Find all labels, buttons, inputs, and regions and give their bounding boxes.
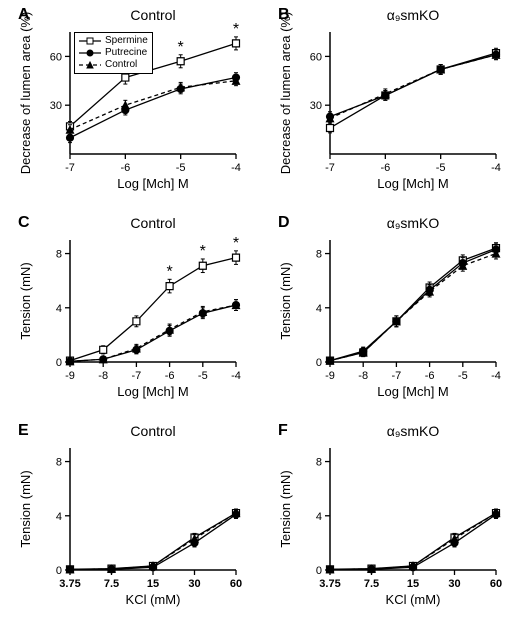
svg-text:-6: -6 [165,370,175,382]
chart-D: 0 4 8 -9 -8 -7 -6 -5 -4 Log [Mch] M Tension (mN) α₉… [274,214,504,404]
svg-text:-6: -6 [380,162,390,174]
svg-text:-5: -5 [436,162,446,174]
svg-text:0: 0 [316,565,322,577]
svg-text:Control: Control [130,215,175,231]
svg-text:-6: -6 [425,370,435,382]
svg-text:60: 60 [50,51,62,63]
svg-text:-7: -7 [132,370,142,382]
panel-C: 0 4 8 -9 -8 -7 -6 -5 -4 Log [Mch] M Tension (mN) Co… [14,214,244,404]
svg-text:KCl (mM): KCl (mM) [386,592,441,607]
svg-text:-7: -7 [392,370,402,382]
svg-text:3.75: 3.75 [319,578,340,590]
svg-text:α₉smKO: α₉smKO [387,215,440,231]
svg-text:-9: -9 [325,370,335,382]
legend-label: Putrecine [105,47,147,59]
svg-text:-7: -7 [65,162,75,174]
svg-text:0: 0 [56,565,62,577]
svg-text:-5: -5 [176,162,186,174]
panel-label-D: D [278,214,290,232]
svg-text:*: * [200,243,206,260]
legend-item-control: Control [79,59,148,71]
legend-item-putrecine: Putrecine [79,47,148,59]
svg-text:-5: -5 [458,370,468,382]
svg-text:30: 30 [50,100,62,112]
panel-label-B: B [278,6,290,24]
panel-E: 0 4 8 3.75 7.5 15 30 60 KCl (mM) Tension (mN) Cont… [14,422,244,612]
svg-text:-4: -4 [491,370,501,382]
svg-text:-4: -4 [231,162,241,174]
chart-B: 30 60 -7 -6 -5 -4 Log [Mch] M Decrease of lumen… [274,6,504,196]
svg-text:15: 15 [147,578,159,590]
svg-text:3.75: 3.75 [59,578,80,590]
svg-text:8: 8 [56,457,62,469]
svg-text:0: 0 [56,357,62,369]
svg-text:Log [Mch] M: Log [Mch] M [377,176,449,191]
svg-text:Log [Mch] M: Log [Mch] M [377,384,449,399]
svg-text:Tension (mN): Tension (mN) [18,262,33,339]
svg-text:Tension (mN): Tension (mN) [278,262,293,339]
svg-text:8: 8 [316,249,322,261]
svg-text:30: 30 [448,578,460,590]
panel-label-C: C [18,214,30,232]
svg-text:30: 30 [188,578,200,590]
panel-label-E: E [18,422,29,440]
svg-text:4: 4 [316,303,322,315]
svg-text:0: 0 [316,357,322,369]
svg-text:Decrease of lumen area (%): Decrease of lumen area (%) [18,12,33,175]
chart-F: 0 4 8 3.75 7.5 15 30 60 KCl (mM) Tension (mN) α₉sm… [274,422,504,612]
panel-D: 0 4 8 -9 -8 -7 -6 -5 -4 Log [Mch] M Tension (mN) α₉… [274,214,504,404]
legend: SperminePutrecineControl [74,32,153,74]
legend-label: Spermine [105,35,148,47]
figure-grid: { "layout": { "rows": 3, "cols": 2, "pan… [0,0,517,643]
svg-text:-7: -7 [325,162,335,174]
svg-text:60: 60 [230,578,242,590]
svg-text:-4: -4 [491,162,501,174]
svg-text:4: 4 [56,303,62,315]
svg-text:60: 60 [310,51,322,63]
svg-text:Log [Mch] M: Log [Mch] M [117,384,189,399]
legend-label: Control [105,59,137,71]
svg-text:Decrease of lumen area (%): Decrease of lumen area (%) [278,12,293,175]
svg-text:30: 30 [310,100,322,112]
svg-text:Control: Control [130,7,175,23]
chart-E: 0 4 8 3.75 7.5 15 30 60 KCl (mM) Tension (mN) Cont… [14,422,244,612]
svg-text:8: 8 [56,249,62,261]
panel-label-A: A [18,6,30,24]
svg-text:*: * [178,39,184,56]
svg-text:Tension (mN): Tension (mN) [18,470,33,547]
svg-text:-4: -4 [231,370,241,382]
panel-label-F: F [278,422,288,440]
panel-B: 30 60 -7 -6 -5 -4 Log [Mch] M Decrease of lumen… [274,6,504,196]
svg-text:*: * [233,235,239,252]
panel-F: 0 4 8 3.75 7.5 15 30 60 KCl (mM) Tension (mN) α₉sm… [274,422,504,612]
svg-text:7.5: 7.5 [364,578,379,590]
svg-text:α₉smKO: α₉smKO [387,7,440,23]
svg-text:Control: Control [130,423,175,439]
svg-text:-5: -5 [198,370,208,382]
svg-text:α₉smKO: α₉smKO [387,423,440,439]
svg-text:Tension (mN): Tension (mN) [278,470,293,547]
svg-text:*: * [233,21,239,38]
svg-text:4: 4 [56,511,62,523]
svg-text:*: * [166,263,172,280]
svg-text:4: 4 [316,511,322,523]
svg-text:60: 60 [490,578,502,590]
legend-item-spermine: Spermine [79,35,148,47]
svg-text:-6: -6 [120,162,130,174]
svg-text:KCl (mM): KCl (mM) [126,592,181,607]
chart-C: 0 4 8 -9 -8 -7 -6 -5 -4 Log [Mch] M Tension (mN) Co… [14,214,244,404]
svg-text:15: 15 [407,578,419,590]
svg-text:-8: -8 [98,370,108,382]
svg-text:7.5: 7.5 [104,578,119,590]
svg-text:-8: -8 [358,370,368,382]
svg-text:-9: -9 [65,370,75,382]
svg-text:8: 8 [316,457,322,469]
svg-text:Log [Mch] M: Log [Mch] M [117,176,189,191]
